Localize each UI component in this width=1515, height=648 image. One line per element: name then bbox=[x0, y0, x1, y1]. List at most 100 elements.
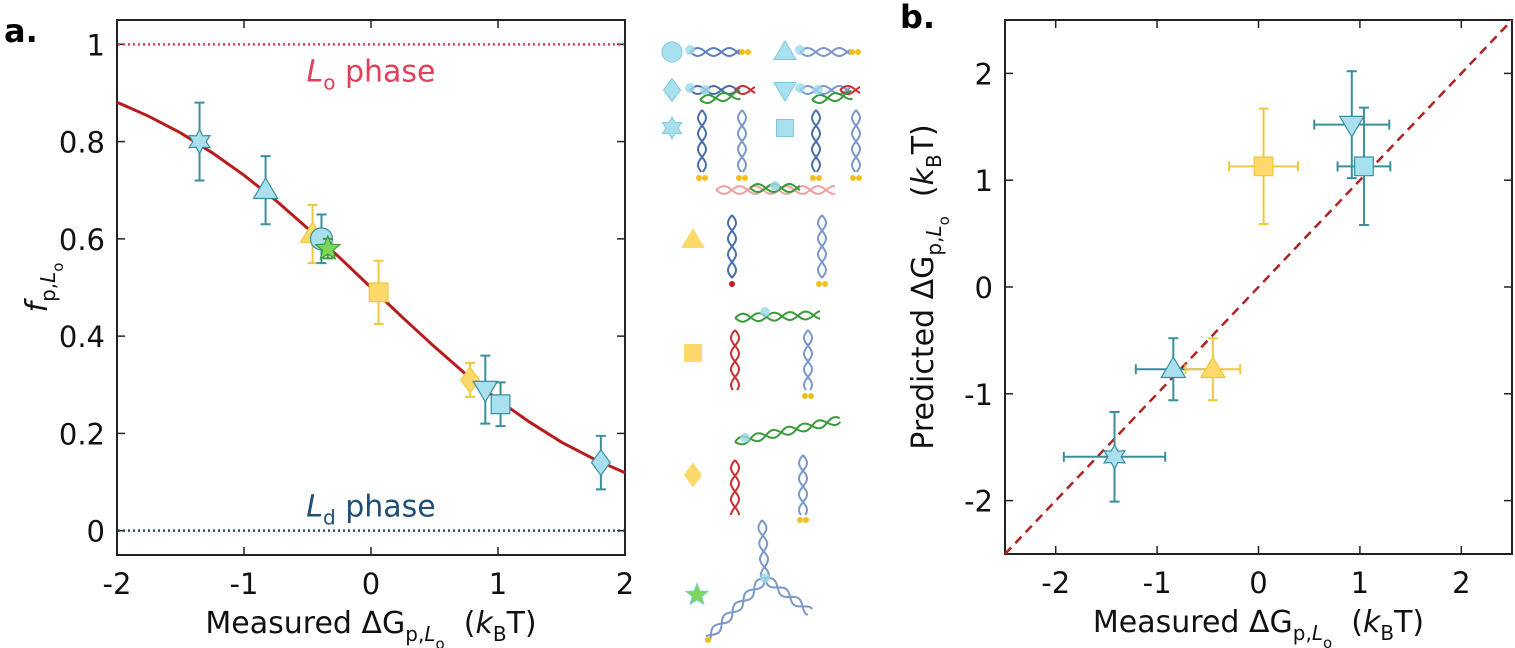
dna-strand bbox=[799, 84, 851, 96]
x-axis-label-part: L bbox=[1312, 621, 1323, 645]
dna-strand bbox=[802, 329, 814, 391]
anchor bbox=[849, 49, 855, 55]
marker bbox=[1102, 443, 1127, 471]
dna-strand bbox=[729, 329, 741, 391]
marker bbox=[472, 380, 499, 403]
dna-strand bbox=[764, 577, 813, 610]
anchor bbox=[736, 175, 742, 181]
legend-marker bbox=[684, 344, 702, 362]
x-axis-label-part: Measured ΔG bbox=[1093, 605, 1293, 640]
y-tick-label: 0.4 bbox=[59, 320, 105, 354]
y-axis-label-part: B bbox=[922, 154, 946, 168]
phase-label-part: phase bbox=[336, 490, 436, 525]
y-tick-label: 0 bbox=[975, 271, 993, 305]
dna-strand bbox=[799, 46, 851, 58]
dna-strand bbox=[734, 419, 842, 446]
x-axis-label: Measured ΔGp,Lo (kBT) bbox=[205, 606, 536, 648]
x-axis-label: Measured ΔGp,Lo (kBT) bbox=[1093, 605, 1424, 648]
dna-strand bbox=[705, 577, 766, 637]
x-axis-label-part: Measured ΔG bbox=[205, 606, 405, 641]
dna-strand bbox=[816, 214, 828, 279]
x-axis-label-part: p, bbox=[1293, 621, 1312, 645]
dna-strand bbox=[729, 459, 741, 516]
y-axis-label: Predicted ΔGp,Lo (kBT) bbox=[906, 124, 953, 449]
x-tick-label: -1 bbox=[230, 567, 259, 601]
x-tick-label: -2 bbox=[103, 567, 132, 601]
anchor bbox=[742, 175, 748, 181]
dna-strand bbox=[699, 90, 740, 103]
anchor bbox=[850, 175, 856, 181]
y-tick-label: -1 bbox=[964, 378, 993, 412]
phase-label: Ld phase bbox=[306, 490, 436, 530]
x-axis-label-part: ( bbox=[1332, 605, 1363, 640]
legend-marker bbox=[662, 77, 682, 103]
y-axis-label-part: Predicted ΔG bbox=[906, 256, 941, 450]
fluorophore bbox=[685, 45, 695, 55]
anchor bbox=[808, 393, 814, 399]
legend-marker bbox=[661, 115, 683, 141]
x-axis-label-part: T) bbox=[506, 606, 537, 641]
dna-strand bbox=[797, 454, 809, 516]
y-tick-label: 0.8 bbox=[59, 126, 105, 160]
dna-strand bbox=[689, 84, 741, 96]
fluorophore bbox=[685, 83, 695, 93]
dna-strand bbox=[799, 84, 851, 96]
marker bbox=[252, 176, 279, 200]
anchor bbox=[797, 517, 803, 523]
dna-strand bbox=[811, 92, 853, 104]
marker bbox=[1253, 156, 1274, 177]
anchor bbox=[705, 637, 711, 643]
panel-label: a. bbox=[4, 12, 38, 50]
marker bbox=[314, 234, 342, 261]
y-axis-label-part: o bbox=[49, 263, 67, 272]
x-tick-label: -1 bbox=[1143, 566, 1172, 600]
anchor bbox=[745, 49, 751, 55]
x-axis-label-part: o bbox=[1323, 634, 1332, 648]
dna-strand bbox=[802, 329, 814, 391]
dna-strand bbox=[810, 109, 822, 173]
y-axis-label: fp,Lo bbox=[20, 263, 67, 313]
dna-strand bbox=[734, 86, 756, 95]
identity-line bbox=[1004, 19, 1513, 555]
fluorophore bbox=[813, 85, 823, 95]
dna-strand bbox=[734, 310, 821, 323]
x-axis-label-part: ( bbox=[445, 606, 476, 641]
fluorophore bbox=[700, 85, 710, 95]
phase-label-part: L bbox=[306, 490, 323, 525]
x-tick-label: 0 bbox=[362, 567, 380, 601]
marker bbox=[368, 282, 389, 303]
fluorophore bbox=[740, 433, 750, 443]
x-axis-label-part: o bbox=[435, 635, 444, 648]
phase-label-part: o bbox=[323, 70, 335, 94]
anchor bbox=[803, 517, 809, 523]
dna-strand bbox=[765, 577, 809, 616]
dna-strand bbox=[689, 46, 741, 58]
y-tick-label: 0.2 bbox=[59, 417, 105, 451]
y-axis-label-part: p, bbox=[922, 237, 946, 256]
y-axis-label-part: p, bbox=[36, 283, 60, 302]
marker bbox=[1338, 115, 1365, 138]
x-axis-label-part: B bbox=[493, 622, 507, 646]
dna-strand bbox=[709, 577, 766, 641]
y-tick-label: 1 bbox=[975, 164, 993, 198]
legend-marker bbox=[773, 40, 797, 60]
anchor bbox=[696, 175, 702, 181]
dna-strand bbox=[729, 459, 741, 516]
x-axis-label-part: k bbox=[475, 606, 494, 641]
anchor bbox=[816, 175, 822, 181]
x-tick-label: -2 bbox=[1041, 566, 1070, 600]
dna-strand bbox=[799, 46, 851, 58]
phase-label-part: L bbox=[306, 54, 323, 89]
anchor bbox=[816, 281, 822, 287]
phase-label-part: d bbox=[323, 506, 336, 530]
y-axis-label-part: T) bbox=[906, 124, 941, 155]
anchor bbox=[702, 175, 708, 181]
legend-marker bbox=[683, 462, 703, 488]
anchor bbox=[855, 49, 861, 55]
anchor bbox=[856, 175, 862, 181]
marker bbox=[590, 448, 611, 477]
legend-marker bbox=[776, 119, 794, 137]
x-axis-label-part: L bbox=[424, 622, 435, 646]
dna-strand bbox=[689, 84, 741, 96]
